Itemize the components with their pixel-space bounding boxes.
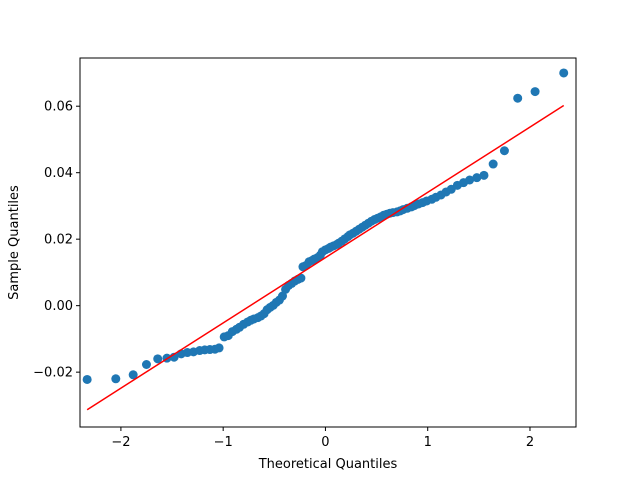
x-tick-label-1: −1 [214, 435, 233, 450]
y-tick-label-0: −0.02 [33, 366, 73, 381]
y-tick-label-4: 0.06 [44, 100, 73, 115]
reference-line [86, 104, 565, 411]
data-point-3 [141, 360, 151, 370]
data-point-4 [153, 354, 163, 364]
data-point-14 [214, 343, 224, 353]
y-tick-label-2: 0.02 [44, 233, 73, 248]
y-tick-label-3: 0.04 [44, 166, 73, 181]
data-point-92 [513, 93, 523, 103]
data-point-89 [479, 170, 489, 180]
data-point-87 [465, 175, 475, 185]
data-point-88 [472, 173, 482, 183]
y-tick-label-1: 0.00 [44, 299, 73, 314]
data-point-94 [559, 68, 569, 78]
data-point-2 [128, 370, 138, 380]
data-point-93 [530, 87, 540, 97]
reference-line-layer [86, 104, 565, 411]
x-tick-label-0: −2 [111, 435, 130, 450]
data-point-38 [296, 273, 306, 283]
x-tick-label-4: 2 [526, 435, 534, 450]
y-axis-label: Sample Quantiles [7, 185, 22, 300]
data-point-1 [111, 374, 121, 384]
x-axis-label: Theoretical Quantiles [258, 457, 398, 472]
x-axis-ticks: −2 −1 0 1 2 [111, 427, 534, 450]
plot-frame [79, 57, 577, 428]
data-point-90 [488, 159, 498, 169]
x-tick-label-2: 0 [321, 435, 329, 450]
data-point-0 [82, 374, 92, 384]
x-tick-label-3: 1 [424, 435, 432, 450]
data-point-91 [499, 146, 509, 156]
y-axis-ticks: −0.02 0.00 0.02 0.04 0.06 [33, 100, 80, 381]
